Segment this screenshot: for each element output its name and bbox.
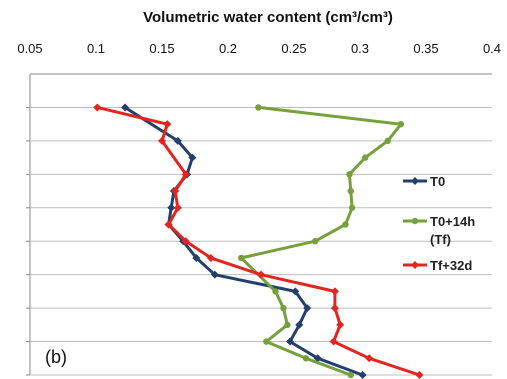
data-point bbox=[181, 170, 190, 179]
data-point bbox=[188, 153, 197, 162]
x-tick-label: 0.2 bbox=[219, 41, 237, 56]
data-point bbox=[167, 203, 176, 212]
legend-label: T0+14h bbox=[430, 214, 475, 229]
series-t0-14h-tf bbox=[238, 104, 405, 379]
x-tick-labels: 0.05 0.1 0.15 0.2 0.25 0.3 0.35 0.4 bbox=[17, 41, 501, 56]
data-point bbox=[330, 287, 339, 296]
data-point bbox=[192, 253, 201, 262]
data-point bbox=[411, 177, 419, 185]
x-tick-label: 0.35 bbox=[413, 41, 438, 56]
data-point bbox=[181, 237, 190, 246]
data-point bbox=[348, 204, 356, 211]
legend-item: Tf+32d bbox=[403, 258, 472, 273]
data-point bbox=[263, 338, 270, 345]
data-point bbox=[173, 203, 182, 212]
legend-label: T0 bbox=[430, 174, 445, 189]
data-point bbox=[415, 371, 424, 379]
data-point bbox=[210, 270, 219, 279]
data-point bbox=[302, 355, 310, 362]
series-line bbox=[124, 106, 364, 377]
x-tick-label: 0.05 bbox=[17, 41, 42, 56]
data-point bbox=[313, 354, 322, 363]
data-point bbox=[397, 120, 405, 128]
x-axis-title: Volumetric water content (cm³/cm³) bbox=[143, 9, 393, 26]
data-point bbox=[362, 154, 369, 161]
data-point bbox=[163, 120, 172, 129]
data-point bbox=[286, 337, 295, 346]
data-point bbox=[347, 187, 354, 195]
data-point bbox=[411, 261, 419, 269]
gridlines bbox=[26, 73, 492, 376]
legend: T0 T0+14h (Tf) Tf+32d bbox=[403, 174, 475, 273]
x-tick-label: 0.15 bbox=[149, 41, 174, 56]
data-point bbox=[329, 337, 338, 346]
data-point bbox=[272, 288, 279, 295]
data-point bbox=[336, 320, 345, 329]
series-line bbox=[239, 105, 403, 377]
data-point bbox=[330, 304, 339, 313]
data-point bbox=[342, 221, 349, 228]
data-point bbox=[121, 103, 130, 112]
x-tick-label: 0.1 bbox=[87, 41, 105, 56]
data-point bbox=[257, 270, 265, 279]
x-tick-label: 0.25 bbox=[281, 41, 306, 56]
series-layer bbox=[93, 103, 424, 379]
data-point bbox=[358, 371, 367, 379]
legend-item: T0 bbox=[403, 174, 445, 189]
plot-area bbox=[26, 73, 492, 379]
legend-item: T0+14h (Tf) bbox=[403, 214, 475, 247]
data-point bbox=[346, 171, 353, 178]
data-point bbox=[173, 136, 182, 145]
data-point bbox=[347, 371, 354, 379]
data-point bbox=[311, 238, 319, 245]
data-point bbox=[291, 287, 300, 296]
panel-label: (b) bbox=[45, 347, 67, 367]
data-point bbox=[284, 321, 291, 329]
series-line bbox=[96, 105, 420, 377]
data-point bbox=[206, 253, 215, 262]
data-point bbox=[171, 187, 180, 196]
series-t0 bbox=[121, 103, 367, 379]
data-point bbox=[295, 320, 304, 329]
data-point bbox=[158, 136, 166, 145]
series-tf-32d bbox=[93, 103, 424, 379]
data-point bbox=[280, 304, 287, 312]
x-tick-label: 0.4 bbox=[483, 41, 501, 56]
data-point bbox=[365, 354, 374, 363]
data-point bbox=[255, 104, 262, 111]
data-point bbox=[93, 103, 102, 112]
legend-label: (Tf) bbox=[430, 232, 451, 247]
data-point bbox=[164, 220, 173, 229]
data-point bbox=[411, 217, 419, 225]
data-point bbox=[384, 137, 391, 145]
data-point bbox=[238, 254, 245, 262]
x-tick-label: 0.3 bbox=[351, 41, 369, 56]
legend-label: Tf+32d bbox=[430, 258, 472, 273]
data-point bbox=[303, 304, 312, 313]
